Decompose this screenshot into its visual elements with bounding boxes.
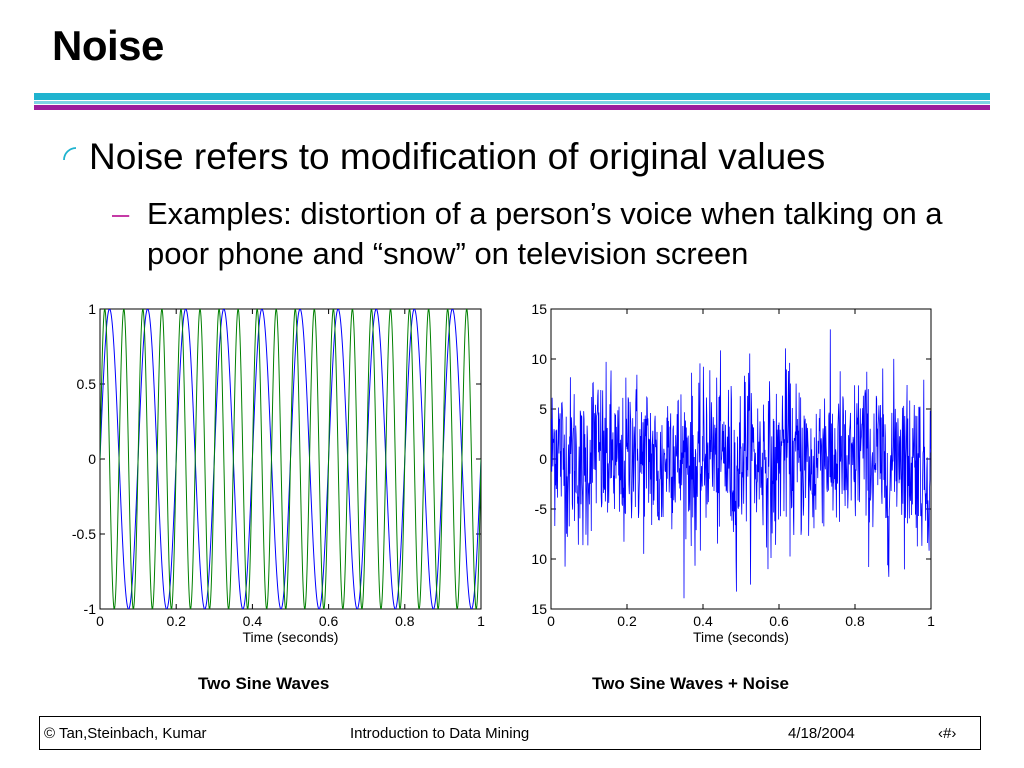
caption-left: Two Sine Waves — [198, 674, 330, 693]
footer-page-number: ‹#› — [938, 725, 957, 742]
right-chart-y-tick-label: -5 — [535, 501, 548, 517]
footer-authors: © Tan,Steinbach, Kumar — [44, 725, 207, 742]
left-chart-x-tick-label: 0 — [96, 613, 104, 629]
footer-course: Introduction to Data Mining — [350, 725, 530, 742]
right-chart-x-tick-label: 1 — [927, 613, 935, 629]
right-chart-y-tick-label: 15 — [531, 301, 547, 317]
right-chart-y-tick-label: 15 — [531, 601, 547, 617]
right-chart-series-line-noisy — [551, 329, 931, 599]
left-chart-x-tick-label: 0.2 — [166, 613, 186, 629]
sub-bullet-text: Examples: distortion of a person’s voice… — [147, 196, 943, 271]
left-chart-y-tick-label: -1 — [84, 601, 97, 617]
footer-date: 4/18/2004 — [788, 725, 855, 742]
chart-two-sine-waves: 0 0.2 0.4 0.6 0.8 1 1 0.5 0 -0.5 -1 Time (seconds) — [72, 301, 485, 645]
sub-bullet-dash: – — [112, 196, 130, 231]
right-chart-x-tick-label: 0 — [547, 613, 555, 629]
bullet-arc-icon — [63, 147, 77, 161]
title-divider-cyan — [34, 93, 990, 100]
right-chart-y-tick-label: 0 — [539, 451, 547, 467]
right-chart-x-axis-label: Time (seconds) — [693, 629, 789, 645]
right-chart-x-tick-label: 0.4 — [693, 613, 713, 629]
caption-right: Two Sine Waves + Noise — [592, 674, 789, 693]
title-divider-lightcyan — [34, 101, 990, 104]
slide-title: Noise — [52, 22, 164, 69]
footer-bar: © Tan,Steinbach, Kumar Introduction to D… — [39, 716, 981, 750]
right-chart-x-tick-label: 0.6 — [769, 613, 789, 629]
left-chart-x-tick-label: 0.4 — [243, 613, 263, 629]
right-chart-x-tick-label: 0.2 — [617, 613, 637, 629]
main-bullet-text: Noise refers to modification of original… — [89, 136, 826, 177]
left-chart-x-tick-label: 0.6 — [319, 613, 339, 629]
right-chart-y-tick-label: 5 — [539, 401, 547, 417]
left-chart-y-tick-label: 0.5 — [77, 376, 97, 392]
right-chart-y-tick-label: 10 — [531, 351, 547, 367]
left-chart-x-tick-label: 1 — [477, 613, 485, 629]
left-chart-series-line-2 — [100, 309, 481, 609]
right-chart-y-tick-label: 10 — [531, 551, 547, 567]
left-chart-x-axis-label: Time (seconds) — [243, 629, 339, 645]
title-divider-purple — [34, 105, 990, 110]
right-chart-x-tick-label: 0.8 — [845, 613, 865, 629]
left-chart-y-tick-label: -0.5 — [72, 526, 96, 542]
left-chart-x-tick-label: 0.8 — [395, 613, 415, 629]
chart-two-sine-waves-noise: 0 0.2 0.4 0.6 0.8 1 15 10 5 0 -5 10 15 Time (seconds) — [531, 301, 935, 645]
left-chart-y-tick-label: 1 — [88, 301, 96, 317]
left-chart-y-tick-label: 0 — [88, 451, 96, 467]
